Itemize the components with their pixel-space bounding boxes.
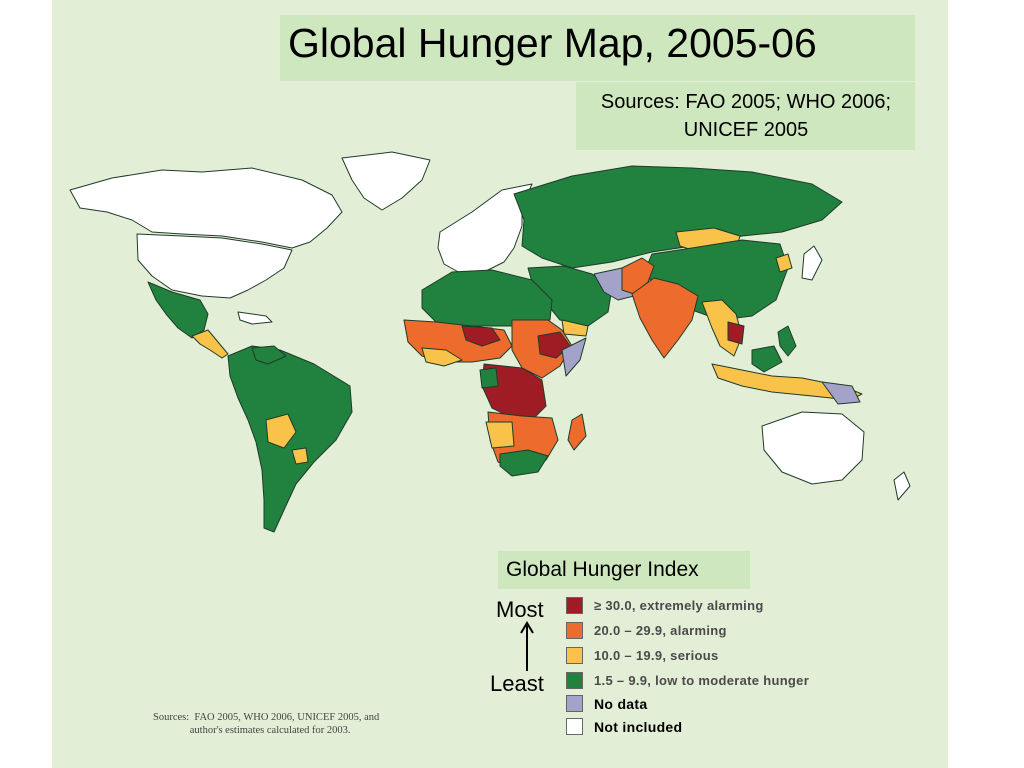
region-europe (437, 183, 533, 275)
region-canada (69, 167, 343, 249)
region-usa (136, 233, 293, 299)
region-bolivia (265, 413, 297, 449)
region-greenland (341, 151, 431, 211)
region-australia (761, 411, 865, 485)
legend-arrow-icon (520, 621, 534, 671)
region-sahel (461, 325, 501, 347)
legend-label: No data (594, 696, 648, 712)
legend-swatch (566, 622, 583, 639)
world-map (69, 151, 911, 533)
legend-swatch (566, 718, 583, 735)
region-russia (513, 165, 843, 269)
sources-text: Sources: FAO 2005; WHO 2006; UNICEF 2005 (600, 91, 892, 141)
legend-swatch (566, 647, 583, 664)
region-caribbean (237, 311, 273, 325)
footnote-sources: Sources: FAO 2005, WHO 2006, UNICEF 2005… (153, 712, 380, 736)
legend-swatch (566, 695, 583, 712)
region-central-america (191, 329, 229, 359)
region-new-zealand (893, 471, 911, 501)
region-south-africa (499, 449, 549, 477)
region-yemen (561, 319, 589, 337)
region-west-africa-serious (421, 347, 463, 367)
region-borneo (751, 345, 783, 373)
legend-least-label: Least (490, 671, 544, 696)
legend-label: 20.0 – 29.9, alarming (594, 623, 727, 638)
map-title: Global Hunger Map, 2005-06 (288, 20, 817, 66)
legend-title-box (498, 551, 750, 589)
region-madagascar (567, 413, 587, 451)
region-paraguay (291, 447, 309, 465)
region-cambodia (727, 321, 745, 345)
legend-title: Global Hunger Index (506, 558, 699, 581)
legend-label: 1.5 – 9.9, low to moderate hunger (594, 673, 810, 688)
legend-most-label: Most (496, 597, 544, 622)
sources-box (576, 82, 915, 150)
legend-label: Not included (594, 719, 683, 735)
region-india (631, 277, 699, 359)
region-se-asia (701, 299, 743, 357)
region-gabon (479, 367, 499, 389)
legend-swatch (566, 597, 583, 614)
region-papua (821, 381, 861, 405)
legend-label: ≥ 30.0, extremely alarming (594, 598, 764, 613)
region-japan (801, 245, 823, 281)
region-angola (485, 421, 515, 449)
region-venezuela (251, 345, 287, 365)
legend-swatch (566, 672, 583, 689)
region-philippines (777, 325, 797, 357)
legend-label: 10.0 – 19.9, serious (594, 648, 719, 663)
title-box (280, 15, 915, 81)
region-north-korea (775, 253, 793, 273)
region-somalia (561, 337, 587, 377)
